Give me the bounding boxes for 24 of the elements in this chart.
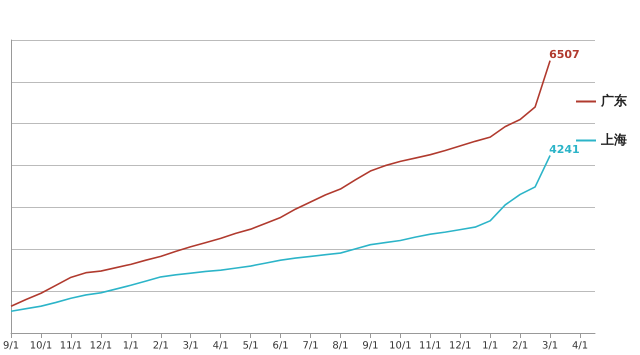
x-tick-label: 3/1	[542, 340, 558, 352]
legend-label: 上海	[600, 133, 627, 148]
x-tick-label: 9/1	[362, 340, 378, 352]
x-tick-label: 4/1	[572, 340, 588, 352]
x-tick-label: 9/1	[3, 340, 20, 352]
x-tick-label: 10/1	[389, 340, 412, 352]
x-tick-label: 1/1	[122, 340, 139, 352]
x-tick-label: 10/1	[30, 340, 52, 352]
x-tick-label: 12/1	[449, 340, 472, 352]
x-tick-label: 6/1	[272, 340, 289, 352]
legend-label: 广东	[600, 93, 627, 109]
x-tick-label: 3/1	[182, 340, 199, 352]
x-tick-label: 2/1	[512, 340, 528, 352]
x-tick-label: 5/1	[242, 340, 259, 352]
data-label: 6507	[549, 48, 580, 62]
x-tick-label: 11/1	[419, 340, 442, 352]
data-label: 4241	[549, 142, 580, 156]
x-tick-label: 11/1	[60, 340, 82, 352]
x-tick-label: 4/1	[212, 340, 229, 352]
x-tick-label: 2/1	[152, 340, 169, 352]
x-tick-label: 1/1	[482, 340, 498, 352]
x-tick-label: 8/1	[332, 340, 349, 352]
x-tick-label: 7/1	[302, 340, 319, 352]
x-tick-label: 12/1	[90, 340, 112, 352]
